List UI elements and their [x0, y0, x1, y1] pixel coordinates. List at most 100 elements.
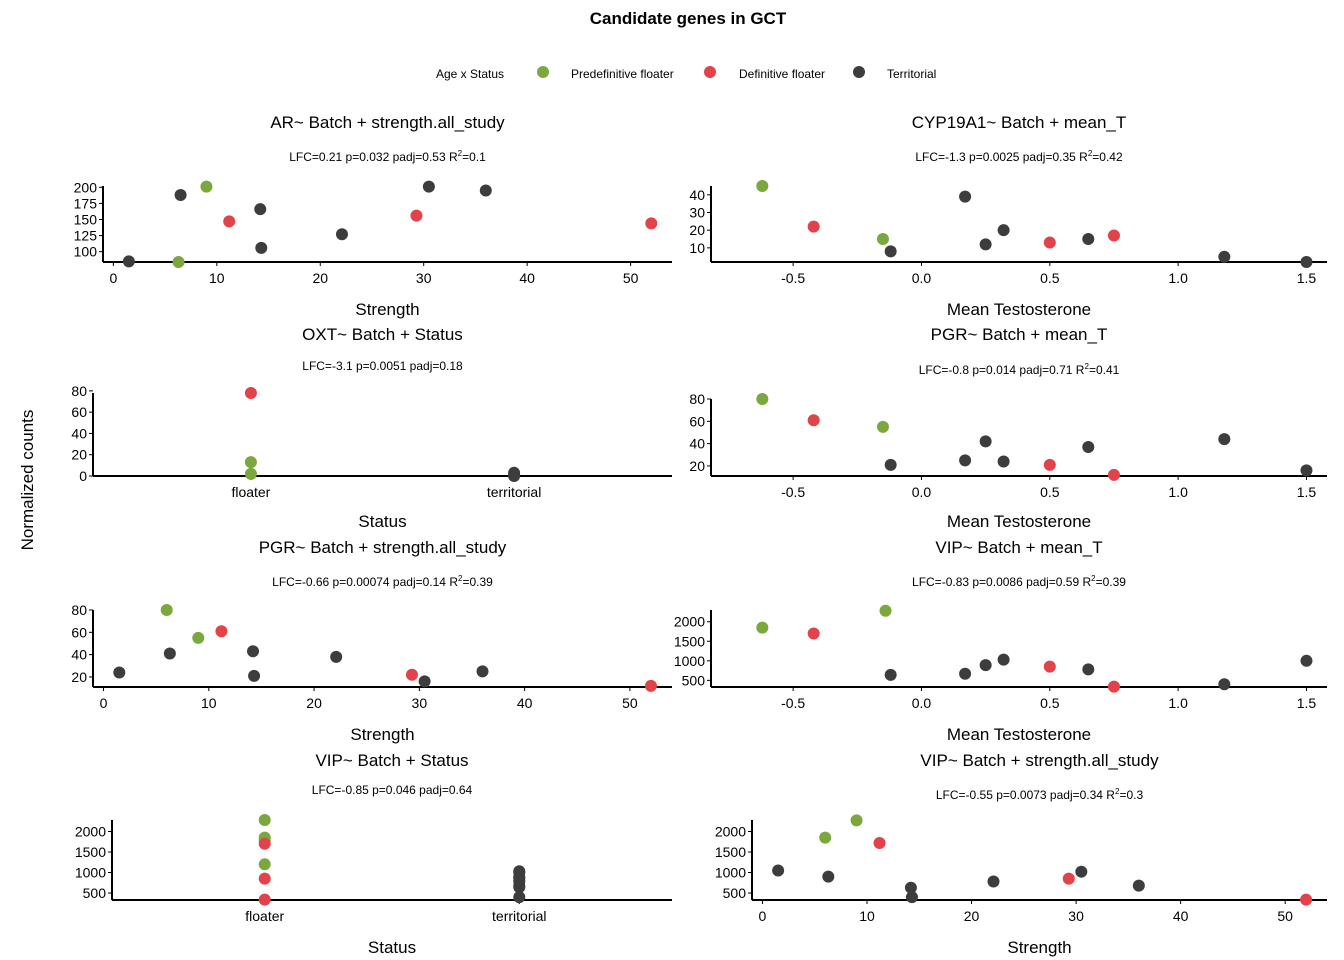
chart-2: CYP19A1~ Batch + mean_T LFC=-1.3 p=0.0025…	[689, 113, 1327, 319]
chart-1-point-definitive-floater	[223, 215, 236, 228]
chart-8-point-territorial	[1075, 865, 1088, 878]
chart-5-x-tick-label: 30	[412, 695, 428, 711]
y-axis-label: Normalized counts	[18, 410, 37, 551]
chart-5-y-tick-label: 60	[71, 624, 87, 640]
chart-8-x-tick-label: 10	[859, 908, 875, 924]
chart-1-point-definitive-floater	[410, 209, 423, 222]
chart-6: VIP~ Batch + mean_T LFC=-0.83 p=0.0086 pa…	[674, 538, 1327, 744]
chart-7-y-tick-label: 1500	[75, 844, 106, 860]
chart-6-title: VIP~ Batch + mean_T	[935, 538, 1102, 557]
chart-1-x-tick-label: 0	[109, 270, 117, 286]
chart-5-x-tick-label: 50	[622, 695, 638, 711]
chart-7-x-label: Status	[368, 938, 416, 957]
chart-1-point-predefinitive-floater	[200, 180, 213, 193]
chart-4-y-tick-label: 80	[689, 391, 705, 407]
chart-6-point-territorial	[1300, 654, 1313, 667]
legend-label-definitive-floater: Definitive floater	[739, 67, 825, 81]
chart-8-stats-superscript: 2	[1115, 787, 1120, 796]
chart-7-stats: LFC=-0.85 p=0.046 padj=0.64	[312, 783, 473, 797]
chart-7-stats-text: LFC=-0.85 p=0.046 padj=0.64	[312, 783, 473, 797]
chart-1-y-tick-label: 150	[74, 211, 98, 227]
chart-4-y-tick-label: 60	[689, 413, 705, 429]
chart-7-x-tick-label: territorial	[492, 908, 546, 924]
chart-3-stats: LFC=-3.1 p=0.0051 padj=0.18	[302, 359, 463, 373]
chart-2-x-tick-label: 0.5	[1040, 270, 1060, 286]
chart-8-point-predefinitive-floater	[819, 831, 832, 844]
chart-7-point-territorial	[513, 881, 526, 894]
chart-4-x-tick-label: 1.5	[1297, 484, 1317, 500]
chart-4-y-tick-label: 40	[689, 436, 705, 452]
chart-3-x-tick-label: territorial	[487, 484, 541, 500]
chart-8-x-tick-label: 0	[759, 908, 767, 924]
chart-5-stats-text: LFC=-0.66 p=0.00074 padj=0.14 R	[272, 575, 458, 589]
chart-4-x-tick-label: 0.0	[912, 484, 932, 500]
chart-5-x-tick-label: 20	[306, 695, 322, 711]
chart-1-point-territorial	[335, 228, 348, 241]
chart-2-x-tick-label: 0.0	[912, 270, 932, 286]
chart-6-x-tick-label: -0.5	[781, 695, 805, 711]
chart-6-point-definitive-floater	[807, 627, 820, 640]
chart-8-point-territorial	[772, 864, 785, 877]
chart-5-point-territorial	[113, 666, 126, 679]
chart-5-point-predefinitive-floater	[192, 631, 205, 644]
chart-4-point-territorial	[1082, 440, 1095, 453]
chart-8-point-territorial	[904, 881, 917, 894]
chart-2-x-label: Mean Testosterone	[947, 300, 1091, 319]
chart-1-point-territorial	[255, 241, 268, 254]
chart-7-point-definitive-floater	[258, 837, 271, 850]
chart-1-point-predefinitive-floater	[172, 256, 185, 268]
chart-4-x-label: Mean Testosterone	[947, 512, 1091, 531]
chart-6-point-definitive-floater	[1107, 680, 1120, 693]
chart-2-title: CYP19A1~ Batch + mean_T	[912, 113, 1127, 132]
chart-6-stats-text: LFC=-0.83 p=0.0086 padj=0.59 R	[912, 575, 1091, 589]
legend-marker-definitive-floater	[704, 66, 716, 78]
chart-8-point-territorial	[1132, 879, 1145, 892]
chart-1-x-tick-label: 50	[623, 270, 639, 286]
figure-title: Candidate genes in GCT	[590, 9, 787, 28]
chart-8-x-tick-label: 30	[1068, 908, 1084, 924]
chart-6-y-tick-label: 500	[682, 672, 706, 688]
chart-6-x-tick-label: 0.5	[1040, 695, 1060, 711]
chart-4-point-definitive-floater	[807, 414, 820, 427]
chart-4-point-territorial	[959, 454, 972, 467]
chart-4-point-territorial	[884, 458, 897, 471]
chart-8-stats-text: LFC=-0.55 p=0.0073 padj=0.34 R	[936, 788, 1115, 802]
chart-3-y-tick-label: 60	[71, 404, 87, 420]
chart-3-title: OXT~ Batch + Status	[302, 325, 463, 344]
chart-4-stats: LFC=-0.8 p=0.014 padj=0.71 R2=0.41	[919, 362, 1120, 377]
chart-4-point-predefinitive-floater	[756, 393, 769, 405]
chart-2-y-tick-label: 40	[689, 187, 705, 203]
chart-5-stats-value: =0.39	[462, 575, 493, 589]
chart-3-y-tick-label: 80	[71, 383, 87, 399]
chart-8-point-territorial	[905, 891, 918, 904]
chart-8-point-territorial	[987, 875, 1000, 888]
chart-8: VIP~ Batch + strength.all_study LFC=-0.55…	[715, 751, 1327, 957]
panels: AR~ Batch + strength.all_study LFC=0.21 p…	[71, 113, 1327, 957]
chart-4-stats-text: LFC=-0.8 p=0.014 padj=0.71 R	[919, 363, 1085, 377]
legend-title: Age x Status	[436, 67, 504, 81]
chart-4: PGR~ Batch + mean_T LFC=-0.8 p=0.014 padj…	[689, 325, 1327, 531]
chart-2-point-territorial	[979, 238, 992, 251]
legend-marker-territorial	[853, 66, 865, 78]
chart-5-point-territorial	[163, 647, 176, 660]
chart-6-point-territorial	[1218, 678, 1231, 691]
chart-6-point-predefinitive-floater	[756, 621, 769, 634]
chart-6-y-tick-label: 1000	[674, 653, 705, 669]
chart-8-y-tick-label: 2000	[715, 823, 746, 839]
chart-8-x-tick-label: 40	[1173, 908, 1189, 924]
chart-2-stats-value: =0.42	[1092, 150, 1123, 164]
chart-2-x-tick-label: 1.5	[1297, 270, 1317, 286]
chart-5-stats: LFC=-0.66 p=0.00074 padj=0.14 R2=0.39	[272, 574, 493, 589]
chart-6-x-tick-label: 1.5	[1297, 695, 1317, 711]
chart-5-x-tick-label: 10	[201, 695, 217, 711]
chart-3-x-tick-label: floater	[231, 484, 270, 500]
chart-3-point-predefinitive-floater	[244, 456, 257, 469]
legend-marker-predefinitive-floater	[537, 66, 549, 78]
chart-2-stats: LFC=-1.3 p=0.0025 padj=0.35 R2=0.42	[915, 149, 1123, 164]
chart-2-point-territorial	[1082, 233, 1095, 246]
chart-1-title: AR~ Batch + strength.all_study	[270, 113, 505, 132]
chart-4-title: PGR~ Batch + mean_T	[931, 325, 1108, 344]
chart-1-x-label: Strength	[355, 300, 419, 319]
chart-2-point-territorial	[1300, 256, 1313, 268]
chart-1-stats-value: =0.1	[462, 150, 486, 164]
